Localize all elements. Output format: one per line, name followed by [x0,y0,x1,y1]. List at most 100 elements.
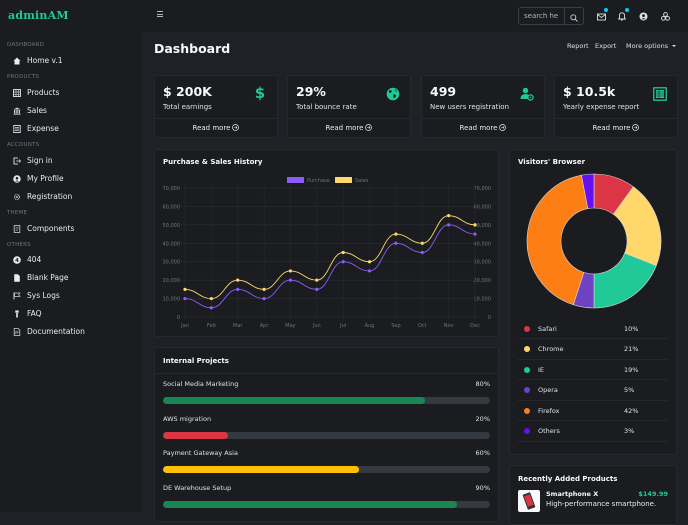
user-circle-icon [13,174,21,183]
stat-label: New users registration [430,103,510,111]
document-icon [13,224,21,233]
spreadsheet-icon [653,86,667,101]
data-point-purchase [420,250,424,255]
card-title: Recently Added Products [518,475,618,483]
home-icon [13,57,21,65]
sidebar-item-label: Sys Logs [27,291,60,300]
progress-bar [163,431,490,439]
sidebar-item-label: Registration [27,192,73,201]
y-tick-label-right: 0 [488,315,491,321]
data-point-sales [394,232,398,236]
donut-slice-firefox [526,174,589,306]
sidebar-item-registration[interactable]: Registration [13,192,72,201]
apps-button[interactable] [660,10,670,21]
sidebar: adminAM Dashboard Home v.1 Products Prod… [0,0,142,512]
y-tick-label-left: 40,000 [163,241,181,247]
report-link[interactable]: Report [567,42,589,50]
search-input[interactable] [519,8,564,24]
data-point-purchase [367,269,372,273]
stat-card-earnings: $ 200K Total earnings $ Read more [154,75,278,138]
x-tick-label: May [285,323,295,329]
y-tick-label-left: 30,000 [163,260,181,266]
donut-slice-others [581,173,595,209]
notifications-button[interactable] [617,8,629,21]
legend-dot [524,366,530,373]
data-point-sales [288,269,293,273]
sidebar-item-faq[interactable]: FAQ [13,309,42,318]
page-title: Dashboard [154,41,231,56]
more-options-dropdown[interactable]: More options [626,42,677,50]
data-point-purchase [394,241,398,245]
sidebar-item-products[interactable]: Products [13,88,59,97]
product-thumbnail[interactable] [518,490,540,512]
svg-text:4: 4 [15,258,19,264]
sidebar-item-404[interactable]: 4 404 [13,255,41,264]
read-more-link[interactable]: Read more [155,118,277,137]
browser-percent: 21% [624,345,639,353]
x-tick-label: Feb [207,323,216,329]
apps-icon [660,6,670,25]
menu-toggle-button[interactable] [157,11,163,17]
sidebar-item-documentation[interactable]: Documentation [13,327,85,336]
legend-dot [524,428,530,434]
read-more-link[interactable]: Read more [422,118,544,137]
sidebar-item-expense[interactable]: Expense [13,124,59,133]
stat-label: Yearly expense report [563,103,640,111]
project-name: AWS migration [163,414,212,423]
x-tick-label: Nov [444,323,454,329]
browser-percent: 42% [624,406,639,415]
donut-chart [526,173,662,309]
mail-icon [596,6,606,25]
stat-label: Total bounce rate [296,103,357,111]
sidebar-item-home[interactable]: Home v.1 [13,56,63,65]
notification-dot [625,8,629,12]
arrow-circle-right-icon [499,123,507,133]
x-tick-label: Jan [180,323,189,329]
search-button[interactable] [564,8,583,24]
data-point-purchase [236,287,240,291]
app-logo[interactable]: adminAM [8,9,69,22]
sidebar-item-my-profile[interactable]: My Profile [13,174,64,183]
x-tick-label: Aug [365,323,375,329]
sidebar-item-sys-logs[interactable]: Sys Logs [13,291,60,300]
legend-swatch-sales [335,177,352,183]
project-header: DE Warehouse Setup 90% [163,484,490,492]
divider [155,373,498,374]
read-more-link[interactable]: Read more [288,118,410,137]
read-more-label: Read more [592,124,631,132]
browser-percent: 5% [624,386,635,394]
topbar [142,0,688,32]
legend-row-others: Others 3% [518,422,668,442]
y-tick-label-right: 20,000 [474,278,492,284]
x-tick-label: Jun [312,323,321,329]
legend-label-purchase: Purchase [307,178,330,184]
x-tick-label: Mar [233,323,243,329]
user-icon [639,6,648,25]
user-button[interactable] [638,10,648,20]
product-name[interactable]: Smartphone X [546,490,599,498]
sidebar-item-sign-in[interactable]: Sign in [13,156,53,165]
legend-dot [524,407,530,414]
sidebar-item-components[interactable]: Components [13,224,74,233]
x-tick-label: Dec [470,323,480,329]
sidebar-section-accounts: Accounts [7,142,40,148]
progress-fill [163,431,229,439]
project-header: AWS migration 20% [163,415,490,423]
user-gear-icon [520,86,534,101]
read-more-link[interactable]: Read more [555,118,677,137]
legend-row-safari: Safari 10% [518,319,668,339]
file-text-icon [13,327,21,336]
x-tick-label: Oct [418,323,427,329]
sidebar-item-blank-page[interactable]: Blank Page [13,273,68,282]
sidebar-item-sales[interactable]: Sales [13,106,47,115]
progress-bar [163,397,490,404]
read-more-label: Read more [192,124,231,132]
mail-button[interactable] [596,8,608,20]
sidebar-item-label: 404 [27,255,42,264]
bank-icon [13,107,21,115]
data-point-sales [447,214,451,218]
file-icon [13,273,21,282]
export-link[interactable]: Export [595,42,617,50]
y-tick-label-right: 70,000 [474,186,492,192]
series-line-purchase [184,224,476,309]
